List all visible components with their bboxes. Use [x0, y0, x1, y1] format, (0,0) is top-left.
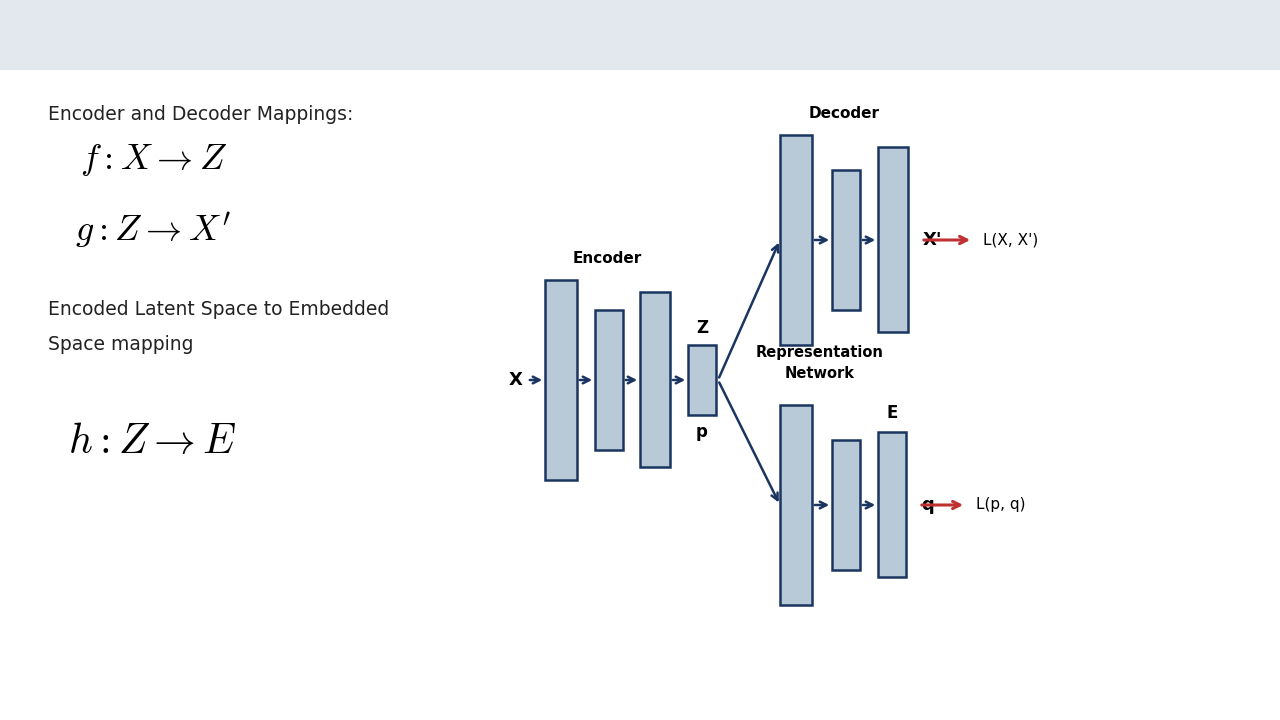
Bar	[689, 345, 716, 415]
Bar	[832, 170, 860, 310]
Bar	[878, 432, 906, 577]
Text: Encoder and Decoder Mappings:: Encoder and Decoder Mappings:	[49, 105, 353, 124]
Text: Decoder: Decoder	[809, 106, 879, 121]
Text: $g : Z \rightarrow X'$: $g : Z \rightarrow X'$	[76, 210, 230, 250]
Bar	[780, 135, 812, 345]
Text: $f : X \rightarrow Z$: $f : X \rightarrow Z$	[79, 142, 227, 178]
Text: $h : Z \rightarrow E$: $h : Z \rightarrow E$	[68, 420, 237, 462]
Text: Z: Z	[696, 319, 708, 337]
Text: L(X, X'): L(X, X')	[983, 233, 1038, 248]
Bar	[832, 440, 860, 570]
Text: L(p, q): L(p, q)	[977, 498, 1025, 513]
Text: Space mapping: Space mapping	[49, 335, 193, 354]
Bar	[780, 405, 812, 605]
Bar	[595, 310, 623, 450]
Text: Encoded Latent Space to Embedded: Encoded Latent Space to Embedded	[49, 300, 389, 319]
Text: q: q	[922, 496, 933, 514]
Bar	[878, 147, 908, 332]
Text: X: X	[509, 371, 524, 389]
Text: E: E	[886, 404, 897, 422]
Text: p: p	[696, 423, 708, 441]
Bar	[640, 292, 669, 467]
Bar	[0, 0, 1280, 70]
Text: Representation
Network: Representation Network	[756, 344, 884, 380]
Bar	[545, 280, 577, 480]
Text: X': X'	[923, 231, 942, 249]
Text: Encoder: Encoder	[573, 251, 643, 266]
